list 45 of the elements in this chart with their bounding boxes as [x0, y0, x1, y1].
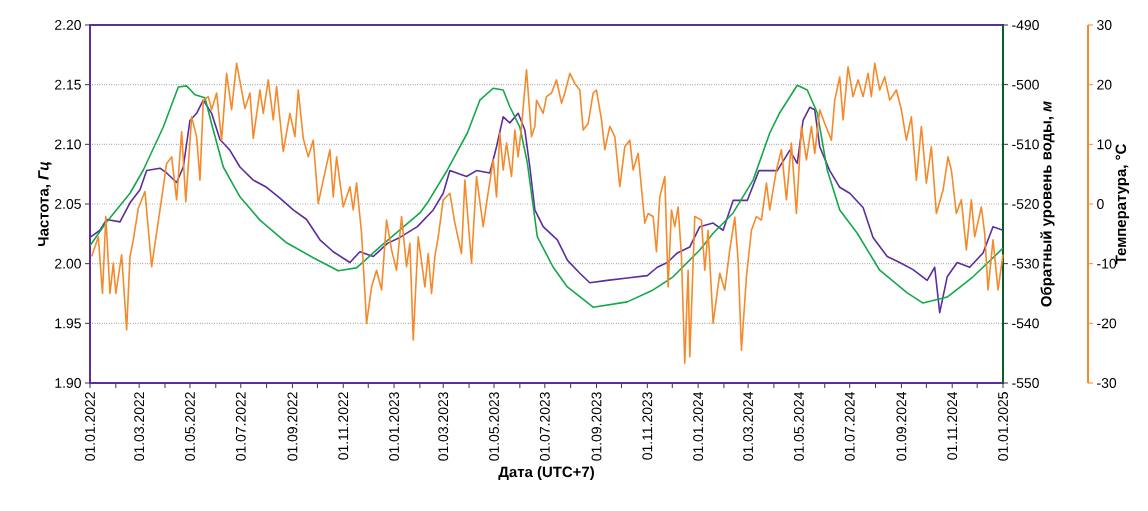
x-tick-label: 01.01.2023	[389, 392, 399, 461]
y3-tick-label: -10	[1097, 258, 1117, 269]
x-tick-label: 01.01.2024	[693, 391, 704, 461]
y3-tick-label: 10	[1097, 139, 1112, 150]
x-tick-label: 01.11.2024	[947, 391, 958, 460]
y2-tick-label: -540	[1012, 318, 1039, 329]
x-tick-label: 01.11.2023	[642, 392, 653, 460]
y3-axis-title: Температура, °C	[1115, 144, 1130, 265]
y2-tick-label: -510	[1012, 139, 1039, 150]
y-tick-label: 2.10	[55, 139, 81, 150]
x-tick-label: 01.01.2022	[85, 392, 95, 461]
y3-tick-label: -30	[1097, 378, 1117, 388]
y2-tick-label: -520	[1012, 199, 1039, 209]
x-tick-label: 01.09.2022	[287, 392, 298, 461]
y-tick-label: 1.95	[55, 318, 81, 329]
y3-tick-label: 30	[1097, 20, 1112, 30]
x-tick-label: 01.01.2025	[998, 392, 1008, 461]
y-tick-label: 2.05	[55, 199, 81, 209]
x-tick-label: 01.11.2022	[338, 392, 349, 460]
x-tick-label: 01.07.2024	[844, 391, 855, 461]
y3-tick-label: 20	[1097, 79, 1112, 90]
y-tick-label: 2.15	[55, 79, 81, 90]
y2-tick-label: -500	[1012, 79, 1039, 90]
x-axis-title: Дата (UTC+7)	[498, 466, 594, 481]
x-tick-label: 01.09.2024	[896, 391, 907, 461]
y-tick-label: 2.20	[55, 20, 81, 30]
x-tick-label: 01.05.2023	[489, 392, 499, 461]
x-tick-label: 01.03.2022	[134, 392, 145, 461]
y3-tick-label: -20	[1097, 318, 1117, 329]
x-tick-label: 01.07.2023	[539, 392, 550, 461]
x-tick-label: 01.07.2022	[235, 392, 246, 461]
y2-tick-label: -530	[1012, 258, 1039, 269]
x-tick-label: 01.05.2024	[793, 391, 804, 461]
x-tick-label: 01.05.2022	[185, 392, 195, 461]
x-tick-label: 01.09.2023	[591, 392, 602, 461]
y3-tick-label: 0	[1097, 199, 1104, 209]
y2-tick-label: -550	[1012, 378, 1039, 388]
y2-axis-title: Обратный уровень воды, м	[1040, 101, 1055, 307]
y2-tick-label: -490	[1012, 20, 1039, 30]
y-tick-label: 2.00	[55, 258, 81, 269]
x-tick-label: 01.03.2024	[743, 391, 754, 461]
y-axis-title: Частота, Гц	[38, 161, 52, 247]
line-series	[90, 62, 1004, 365]
x-tick-label: 01.03.2023	[438, 392, 449, 461]
y-tick-label: 1.90	[55, 378, 81, 388]
